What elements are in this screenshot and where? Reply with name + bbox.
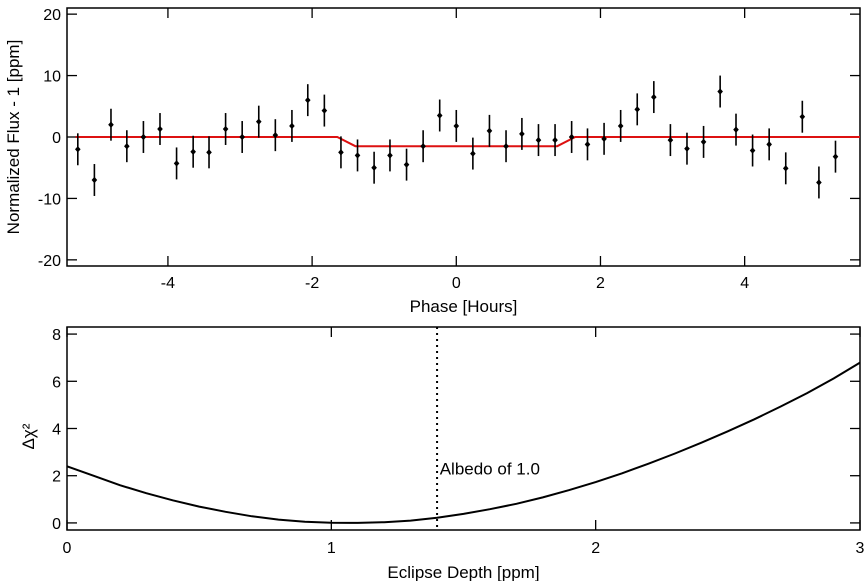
top-x-tick-label: -4 — [161, 275, 175, 292]
data-point — [371, 164, 377, 171]
data-point — [634, 106, 641, 113]
data-point — [601, 135, 607, 143]
data-point — [387, 152, 393, 159]
bottom-y-tick-label: 6 — [52, 374, 61, 391]
top-y-tick-label: 20 — [43, 7, 61, 24]
data-point — [733, 126, 739, 133]
data-point — [222, 125, 229, 133]
bottom-y-tick-label: 8 — [52, 327, 61, 344]
bottom-y-tick-label: 2 — [52, 469, 61, 486]
bottom-y-tick-label: 0 — [52, 516, 61, 533]
data-point — [108, 121, 114, 128]
data-point — [173, 160, 180, 167]
data-point — [304, 96, 311, 104]
top-x-tick-label: 0 — [452, 275, 461, 292]
data-point — [354, 152, 361, 159]
data-point — [453, 122, 460, 130]
bottom-x-axis-title: Eclipse Depth [ppm] — [387, 563, 539, 581]
data-point — [766, 141, 772, 148]
data-point — [239, 133, 245, 141]
data-point — [782, 165, 789, 172]
data-point — [816, 179, 822, 186]
bottom-x-tick-label: 1 — [327, 540, 336, 557]
data-point — [503, 143, 509, 150]
data-point — [651, 93, 657, 101]
top-y-tick-label: 10 — [43, 69, 61, 86]
top-x-tick-label: 4 — [740, 275, 749, 292]
top-x-tick-label: 2 — [596, 275, 605, 292]
data-point — [272, 131, 279, 139]
data-point — [684, 145, 690, 152]
data-point — [289, 122, 295, 130]
data-point — [321, 107, 328, 114]
bottom-plot-frame — [66, 326, 861, 531]
top-y-tick-label: -20 — [38, 253, 61, 270]
data-point — [486, 127, 493, 135]
bottom-x-tick-label: 3 — [856, 540, 865, 557]
top-y-tick-label: 0 — [52, 130, 61, 147]
data-point — [832, 153, 839, 160]
data-point — [403, 161, 410, 168]
data-point — [470, 150, 476, 157]
data-point — [584, 141, 591, 148]
data-point — [420, 143, 426, 150]
data-point — [338, 149, 344, 156]
data-point — [519, 130, 525, 138]
data-point — [255, 118, 262, 125]
albedo-annotation: Albedo of 1.0 — [440, 460, 540, 479]
data-point — [749, 147, 756, 154]
bottom-y-tick-label: 4 — [52, 422, 61, 439]
data-point — [190, 148, 196, 155]
bottom-x-tick-label: 0 — [63, 540, 72, 557]
data-point — [535, 136, 542, 144]
data-point — [75, 146, 81, 153]
data-point — [667, 136, 674, 144]
data-point — [717, 88, 723, 95]
bottom-x-tick-label: 2 — [591, 540, 600, 557]
model-line — [75, 136, 860, 148]
bottom-y-axis-title: Δχ² — [19, 423, 38, 449]
top-y-axis-title: Normalized Flux - 1 [ppm] — [4, 40, 23, 235]
data-point — [157, 125, 163, 133]
bottom-chi2-plot: 0 1 2 3 0 2 4 6 8 Albedo of 1.0 Eclipse Depth [ppm… — [19, 326, 865, 581]
top-x-tick-label: -2 — [305, 275, 319, 292]
top-x-axis-title: Phase [Hours] — [410, 297, 518, 316]
data-point — [799, 113, 806, 120]
data-point — [700, 138, 707, 146]
data-point — [436, 112, 443, 119]
data-point — [568, 133, 575, 141]
data-point — [140, 133, 147, 141]
data-point — [552, 136, 558, 144]
data-point — [91, 176, 98, 184]
top-y-tick-label: -10 — [38, 191, 61, 208]
data-point — [617, 122, 624, 130]
chi2-curve — [66, 361, 861, 524]
data-point — [124, 143, 130, 150]
data-point — [206, 149, 212, 156]
